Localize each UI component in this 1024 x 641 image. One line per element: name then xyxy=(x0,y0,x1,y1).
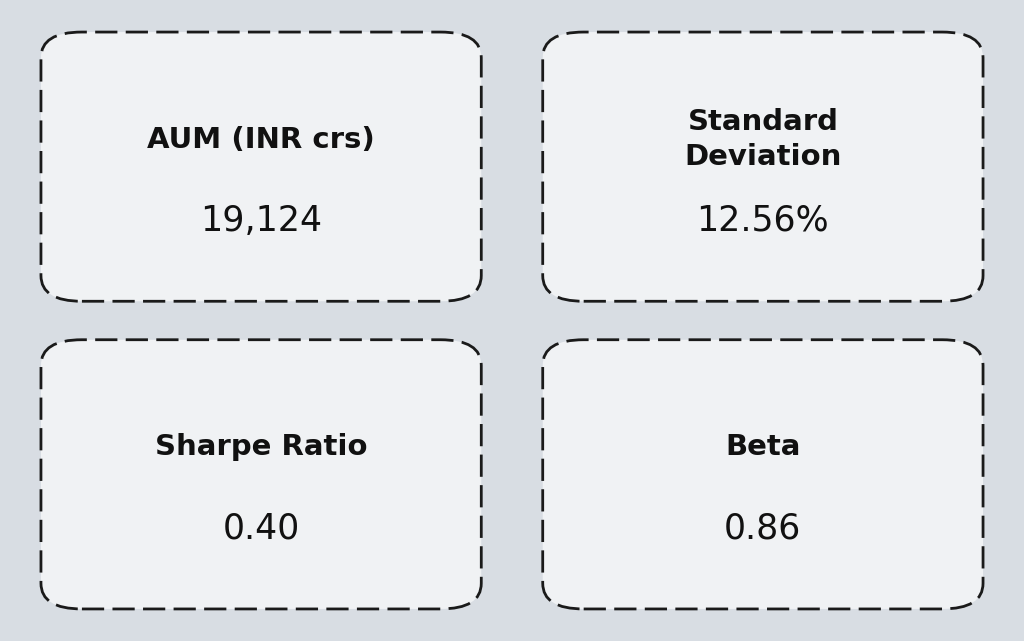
FancyBboxPatch shape xyxy=(41,340,481,609)
Text: Standard
Deviation: Standard Deviation xyxy=(684,108,842,171)
FancyBboxPatch shape xyxy=(543,32,983,301)
Text: 0.86: 0.86 xyxy=(724,511,802,545)
Text: 0.40: 0.40 xyxy=(222,511,300,545)
Text: Beta: Beta xyxy=(725,433,801,462)
FancyBboxPatch shape xyxy=(543,340,983,609)
Text: 19,124: 19,124 xyxy=(200,203,323,238)
Text: 12.56%: 12.56% xyxy=(696,203,829,238)
Text: Sharpe Ratio: Sharpe Ratio xyxy=(155,433,368,462)
Text: AUM (INR crs): AUM (INR crs) xyxy=(147,126,375,154)
FancyBboxPatch shape xyxy=(41,32,481,301)
